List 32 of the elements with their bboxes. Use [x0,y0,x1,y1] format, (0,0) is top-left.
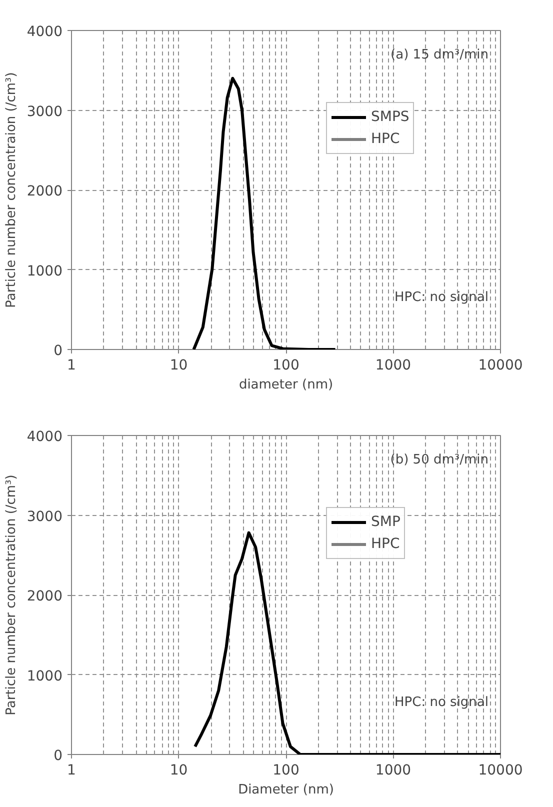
y-axis-title: Particle number concentraion (/cm³) [4,72,19,308]
y-tick-label: 0 [54,748,63,764]
y-tick-label: 4000 [26,24,63,40]
y-tick-label: 0 [54,343,63,359]
annotation: (a) 15 dm³/min [390,47,489,62]
y-axis-title: Particle number concentration (/cm³) [4,474,19,716]
legend-label: HPC [371,536,400,552]
y-tick-label: 2000 [26,184,63,200]
annotation: HPC: no signal [394,290,488,305]
annotation: (b) 50 dm³/min [390,452,489,468]
x-tick-label: 10000 [478,358,523,374]
x-tick-label: 1 [67,358,76,374]
x-tick-label: 10 [170,762,188,778]
y-tick-label: 1000 [26,668,63,684]
y-tick-label: 2000 [26,588,63,604]
y-tick-label: 3000 [26,508,63,525]
x-tick-label: 1000 [375,762,412,778]
x-tick-label: 100 [272,762,300,778]
x-tick-label: 10 [170,358,188,374]
x-tick-label: 100 [272,358,300,374]
x-tick-label: 10000 [478,762,523,778]
legend-label: SMPS [371,109,410,125]
y-tick-label: 3000 [26,104,63,120]
x-axis-title: diameter (nm) [238,378,334,392]
x-axis-title: Diameter (nm) [238,782,334,798]
legend-label: HPC [371,131,400,147]
y-tick-label: 4000 [26,429,63,445]
legend-label: SMP [371,514,400,530]
x-tick-label: 1000 [375,358,412,374]
annotation: HPC: no signal [394,694,488,710]
y-tick-label: 1000 [26,263,63,280]
x-tick-label: 1 [67,762,76,778]
